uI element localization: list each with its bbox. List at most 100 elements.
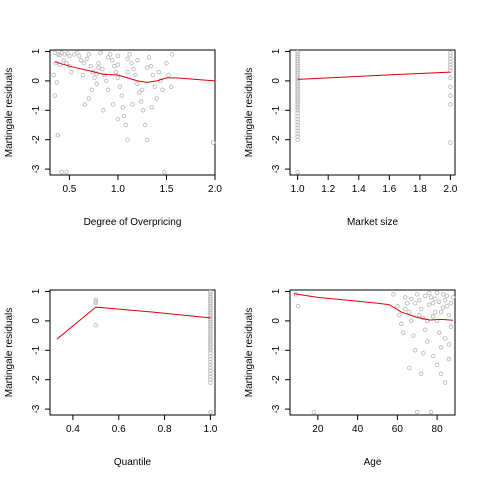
data-point: [142, 122, 148, 128]
data-point: [208, 380, 213, 385]
data-point: [137, 90, 142, 95]
data-points: [293, 290, 456, 415]
data-point: [311, 409, 317, 415]
data-point: [438, 345, 444, 350]
data-point: [121, 113, 127, 119]
data-point: [111, 63, 117, 69]
data-point: [414, 292, 420, 297]
data-point: [295, 113, 300, 119]
x-tick-label: 60: [392, 424, 404, 435]
data-point: [148, 63, 154, 69]
chart-panel-3: 0.4 0.6 0.8 1.0 1 0 -1 -2 -3 Quantile Martingale r…: [4, 288, 218, 468]
chart-panel-1: 0.5 1.0 1.5 2.0 1 0 -1 -2 -3 Degree of Overpricin…: [4, 48, 222, 228]
data-point: [208, 350, 213, 356]
y-tick-label: -3: [31, 164, 42, 173]
data-point: [295, 119, 300, 125]
plot-frame: [289, 289, 456, 416]
data-point: [450, 295, 456, 300]
data-point: [440, 305, 446, 310]
data-point: [444, 303, 450, 309]
y-tick-label: -1: [271, 105, 282, 114]
data-point: [208, 371, 213, 377]
y-axis-label: Martingale residuals: [244, 68, 255, 158]
x-tick-label: 0.4: [66, 424, 80, 435]
data-point: [430, 300, 436, 306]
data-point: [446, 356, 452, 362]
data-point: [401, 330, 406, 335]
plot-frame: [49, 49, 216, 176]
data-point: [424, 339, 430, 344]
y-tick-label: -1: [271, 345, 282, 354]
data-point: [448, 84, 453, 90]
x-tick-label: 1.0: [291, 184, 305, 195]
data-point: [448, 93, 453, 98]
data-point: [135, 58, 140, 63]
data-point: [295, 134, 300, 140]
data-point: [295, 131, 300, 137]
data-point: [125, 137, 130, 142]
data-point: [430, 314, 436, 319]
data-point: [448, 300, 454, 306]
data-point: [158, 78, 163, 84]
y-tick-label: 1: [31, 288, 42, 294]
data-point: [88, 63, 94, 69]
data-point: [407, 309, 412, 315]
data-point: [93, 300, 99, 306]
y-tick-label: 0: [31, 78, 42, 84]
data-point: [105, 55, 111, 60]
data-point: [399, 321, 404, 327]
data-point: [436, 299, 442, 305]
data-point: [418, 306, 424, 312]
x-tick-label: 1.0: [111, 184, 125, 195]
data-point: [107, 52, 113, 57]
data-point: [149, 105, 155, 110]
data-point: [208, 368, 213, 374]
data-point: [105, 87, 111, 92]
data-point: [448, 324, 454, 330]
data-point: [51, 72, 57, 78]
y-tick-label: 0: [31, 318, 42, 324]
x-tick-label: 2.0: [208, 184, 222, 195]
x-tick-label: 1.0: [203, 424, 217, 435]
data-point: [166, 72, 171, 78]
data-points: [295, 49, 453, 175]
data-point: [210, 140, 216, 145]
data-point: [448, 62, 453, 67]
data-point: [432, 296, 438, 302]
data-point: [96, 65, 101, 70]
x-axis-label: Market size: [347, 217, 399, 228]
data-point: [208, 365, 213, 371]
data-point: [295, 128, 300, 134]
x-axis-label: Age: [364, 457, 382, 468]
data-point: [426, 302, 432, 307]
data-point: [86, 52, 92, 57]
data-point: [403, 295, 408, 300]
smooth-line: [56, 306, 211, 340]
data-point: [409, 296, 414, 302]
data-point: [418, 371, 424, 377]
x-tick-label: 0.5: [62, 184, 76, 195]
data-point: [442, 380, 448, 385]
data-point: [156, 69, 161, 75]
x-tick-label: 0.8: [158, 424, 172, 435]
data-point: [208, 377, 213, 382]
y-tick-label: 1: [271, 288, 282, 294]
data-point: [144, 137, 150, 142]
data-point: [295, 169, 300, 175]
data-point: [93, 323, 99, 328]
data-point: [69, 69, 74, 75]
data-point: [440, 292, 446, 297]
data-point: [208, 359, 213, 365]
data-point: [295, 122, 300, 128]
data-point: [93, 299, 99, 304]
data-point: [442, 298, 448, 303]
data-point: [140, 108, 146, 113]
smooth-line: [293, 293, 454, 321]
data-point: [123, 122, 128, 128]
x-tick-label: 1.2: [321, 184, 335, 195]
data-point: [412, 300, 418, 306]
y-tick-label: -1: [31, 345, 42, 354]
data-point: [115, 75, 121, 81]
data-point: [295, 116, 300, 122]
y-tick-label: 1: [271, 48, 282, 54]
